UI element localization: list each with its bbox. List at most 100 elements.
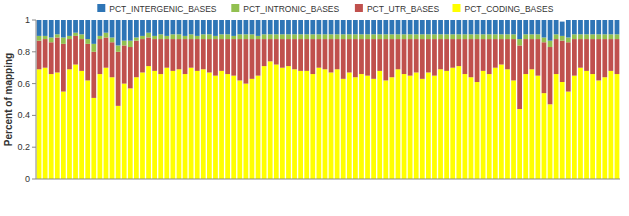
bar-segment	[292, 69, 297, 179]
bar-segment	[365, 20, 370, 34]
bar-segment	[304, 34, 309, 39]
bar-segment	[158, 39, 163, 74]
bar-segment	[280, 34, 285, 39]
bar-segment	[463, 20, 468, 34]
bar-segment	[317, 20, 322, 34]
bar-segment	[590, 74, 595, 179]
bar-segment	[219, 39, 224, 71]
bar-segment	[390, 77, 395, 179]
bar-segment	[396, 39, 401, 69]
bar-segment	[615, 20, 620, 34]
bar-segment	[104, 68, 109, 179]
bar-segment	[110, 77, 115, 179]
bar-segment	[140, 39, 145, 72]
bar-segment	[85, 39, 90, 44]
bar-segment	[523, 20, 528, 34]
bar-segment	[456, 66, 461, 179]
bar-segment	[584, 34, 589, 39]
bar-segment	[256, 20, 261, 36]
y-tick	[32, 115, 36, 116]
bar-segment	[335, 39, 340, 69]
bar-segment	[213, 20, 218, 36]
bar-segment	[493, 68, 498, 179]
bar-segment	[383, 80, 388, 179]
bar-segment	[262, 20, 267, 34]
bar-segment	[469, 34, 474, 39]
bar-segment	[323, 20, 328, 34]
bar-segment	[116, 106, 121, 179]
x-axis	[36, 179, 620, 180]
bar-segment	[414, 34, 419, 39]
bar-segment	[213, 39, 218, 76]
bar-segment	[450, 20, 455, 34]
bar-segment	[55, 20, 60, 34]
bar-segment	[529, 20, 534, 34]
bar-segment	[615, 39, 620, 74]
bar-segment	[244, 20, 249, 34]
bar-segment	[438, 39, 443, 69]
legend-swatch	[97, 4, 105, 12]
bar-segment	[171, 34, 176, 39]
bar-segment	[353, 77, 358, 179]
bar-segment	[402, 39, 407, 74]
bar-segment	[578, 39, 583, 68]
bar-segment	[262, 39, 267, 66]
bar-segment	[310, 39, 315, 74]
bar-segment	[177, 39, 182, 69]
bar-segment	[548, 47, 553, 104]
bar-segment	[566, 42, 571, 91]
bar-segment	[298, 20, 303, 34]
bar-segment	[292, 39, 297, 69]
bar-segment	[602, 20, 607, 34]
bar-segment	[596, 39, 601, 80]
legend: PCT_INTERGENIC_BASESPCT_INTRONIC_BASESPC…	[97, 4, 553, 14]
bar-segment	[67, 36, 72, 39]
bar-segment	[104, 33, 109, 38]
bar-segment	[61, 44, 66, 92]
y-tick-label: 0.8	[17, 47, 30, 57]
bar-segment	[377, 71, 382, 179]
bar-segment	[231, 36, 236, 39]
y-axis-title: Percent of mapping	[3, 53, 14, 146]
bar-segment	[529, 69, 534, 179]
bar-segment	[104, 37, 109, 67]
bar-segment	[43, 39, 48, 68]
bar-segment	[43, 68, 48, 179]
bar-segment	[286, 34, 291, 39]
bar-segment	[91, 20, 96, 44]
bar-segment	[347, 72, 352, 179]
bar-segment	[189, 20, 194, 34]
bar-segment	[98, 39, 103, 74]
bar-segment	[67, 39, 72, 69]
bar-segment	[37, 41, 42, 70]
bar-segment	[469, 20, 474, 34]
bar-segment	[237, 80, 242, 179]
bar-segment	[481, 39, 486, 71]
bar-segment	[183, 74, 188, 179]
bar-segment	[67, 20, 72, 36]
bar-segment	[244, 34, 249, 39]
bar-segment	[73, 65, 78, 179]
bar-segment	[268, 61, 273, 179]
bar-segment	[475, 34, 480, 39]
bar-segment	[560, 22, 565, 36]
bar-segment	[183, 36, 188, 39]
legend-swatch	[231, 4, 239, 12]
bar-segment	[310, 74, 315, 179]
bar-segment	[602, 39, 607, 77]
bar-segment	[219, 20, 224, 34]
bar-segment	[402, 34, 407, 39]
bar-segment	[475, 39, 480, 82]
bar-segment	[615, 74, 620, 179]
y-tick-label: 1	[25, 15, 30, 25]
bar-segment	[177, 69, 182, 179]
bar-segment	[335, 34, 340, 39]
bar-segment	[554, 39, 559, 74]
bar-segment	[250, 20, 255, 34]
bar-segment	[98, 20, 103, 36]
bar-segment	[377, 34, 382, 39]
bar-segment	[487, 20, 492, 34]
bar-segment	[256, 36, 261, 39]
y-axis	[36, 20, 37, 179]
bar-segment	[189, 39, 194, 68]
